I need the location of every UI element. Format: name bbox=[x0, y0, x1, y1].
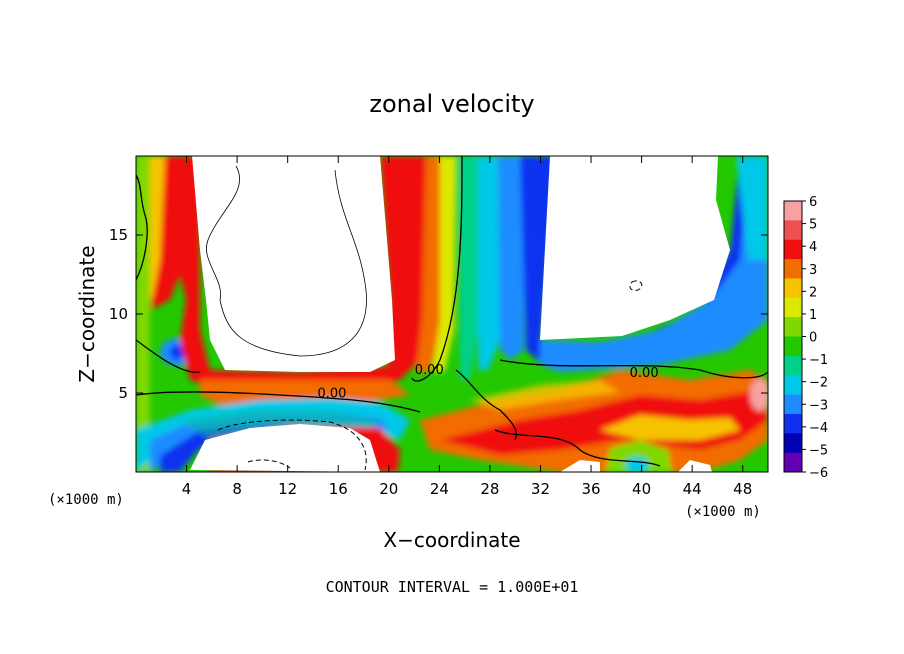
x-tick-label: 20 bbox=[379, 480, 398, 498]
colorbar-label: −6 bbox=[809, 466, 828, 481]
colorbar-label: −5 bbox=[809, 443, 828, 458]
x-unit-left: (×1000 m) bbox=[48, 492, 124, 508]
colorbar-swatch bbox=[784, 239, 802, 260]
contour-label: 0.00 bbox=[630, 366, 659, 381]
colorbar-label: 5 bbox=[809, 218, 817, 233]
colorbar-label: −4 bbox=[809, 421, 828, 436]
colorbar-swatch bbox=[784, 278, 802, 299]
colorbar-swatch bbox=[784, 336, 802, 357]
colorbar-label: 6 bbox=[809, 195, 817, 210]
colorbar-swatch bbox=[784, 452, 802, 473]
contour-label: 0.00 bbox=[317, 387, 346, 402]
x-axis-label: X−coordinate bbox=[383, 528, 520, 552]
colorbar-label: 1 bbox=[809, 308, 817, 323]
colorbar: 6 5 4 3 2 1 0 −1 −2 −3 −4 −5 −6 bbox=[783, 195, 828, 481]
y-tick-label: 15 bbox=[109, 226, 128, 244]
heatmap-field bbox=[136, 156, 768, 472]
x-tick-label: 32 bbox=[531, 480, 550, 498]
colorbar-swatch bbox=[784, 355, 802, 376]
x-tick-label: 8 bbox=[232, 480, 242, 498]
contour-interval-note: CONTOUR INTERVAL = 1.000E+01 bbox=[326, 578, 579, 596]
colorbar-swatch bbox=[784, 201, 802, 221]
colorbar-swatch bbox=[784, 433, 802, 454]
colorbar-label: 0 bbox=[809, 331, 817, 346]
colorbar-swatch bbox=[784, 413, 802, 434]
x-tick-label: 44 bbox=[683, 480, 702, 498]
x-tick-label: 4 bbox=[182, 480, 192, 498]
colorbar-label: −1 bbox=[809, 353, 828, 368]
colorbar-label: 3 bbox=[809, 263, 817, 278]
x-tick-label: 40 bbox=[632, 480, 651, 498]
colorbar-label: 4 bbox=[809, 240, 817, 255]
y-tick-label: 5 bbox=[118, 384, 128, 402]
colorbar-swatch bbox=[784, 297, 802, 318]
colorbar-swatch bbox=[784, 375, 802, 396]
colorbar-label: −3 bbox=[809, 398, 828, 413]
x-tick-label: 12 bbox=[278, 480, 297, 498]
colorbar-swatch bbox=[784, 259, 802, 279]
chart-title: zonal velocity bbox=[369, 90, 534, 118]
colorbar-swatch bbox=[784, 394, 802, 415]
y-tick-label: 10 bbox=[109, 305, 128, 323]
x-tick-label: 16 bbox=[329, 480, 348, 498]
colorbar-swatch bbox=[784, 317, 802, 337]
colorbar-label: −2 bbox=[809, 376, 828, 391]
x-unit-right: (×1000 m) bbox=[685, 504, 761, 520]
x-tick-label: 36 bbox=[581, 480, 600, 498]
colorbar-label: 2 bbox=[809, 285, 817, 300]
contour-label: 0.00 bbox=[415, 363, 444, 378]
y-axis-label: Z−coordinate bbox=[75, 245, 99, 382]
x-tick-label: 24 bbox=[430, 480, 449, 498]
colorbar-swatch bbox=[784, 220, 802, 241]
x-tick-label: 28 bbox=[480, 480, 499, 498]
x-tick-label: 48 bbox=[733, 480, 752, 498]
